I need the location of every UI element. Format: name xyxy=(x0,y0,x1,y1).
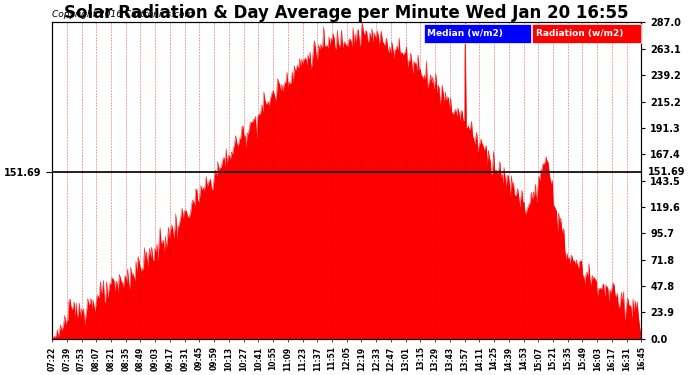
Text: Copyright 2016 Cartronics.com: Copyright 2016 Cartronics.com xyxy=(52,10,193,19)
Title: Solar Radiation & Day Average per Minute Wed Jan 20 16:55: Solar Radiation & Day Average per Minute… xyxy=(64,4,629,22)
Text: Radiation (w/m2): Radiation (w/m2) xyxy=(536,29,623,38)
Text: Median (w/m2): Median (w/m2) xyxy=(428,29,504,38)
Text: 151.69: 151.69 xyxy=(649,166,686,177)
